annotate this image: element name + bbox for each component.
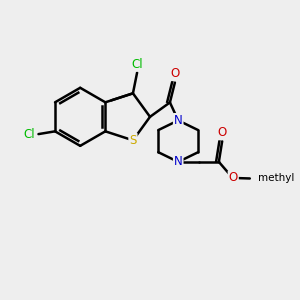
Text: Cl: Cl — [131, 58, 143, 71]
Text: O: O — [229, 171, 238, 184]
Text: methyl: methyl — [251, 178, 256, 179]
Text: N: N — [174, 155, 183, 168]
Text: O: O — [218, 126, 227, 140]
Text: Cl: Cl — [23, 128, 34, 141]
Text: methyl: methyl — [258, 173, 295, 184]
Text: N: N — [174, 114, 183, 127]
Text: O: O — [170, 67, 179, 80]
Text: S: S — [129, 134, 137, 147]
